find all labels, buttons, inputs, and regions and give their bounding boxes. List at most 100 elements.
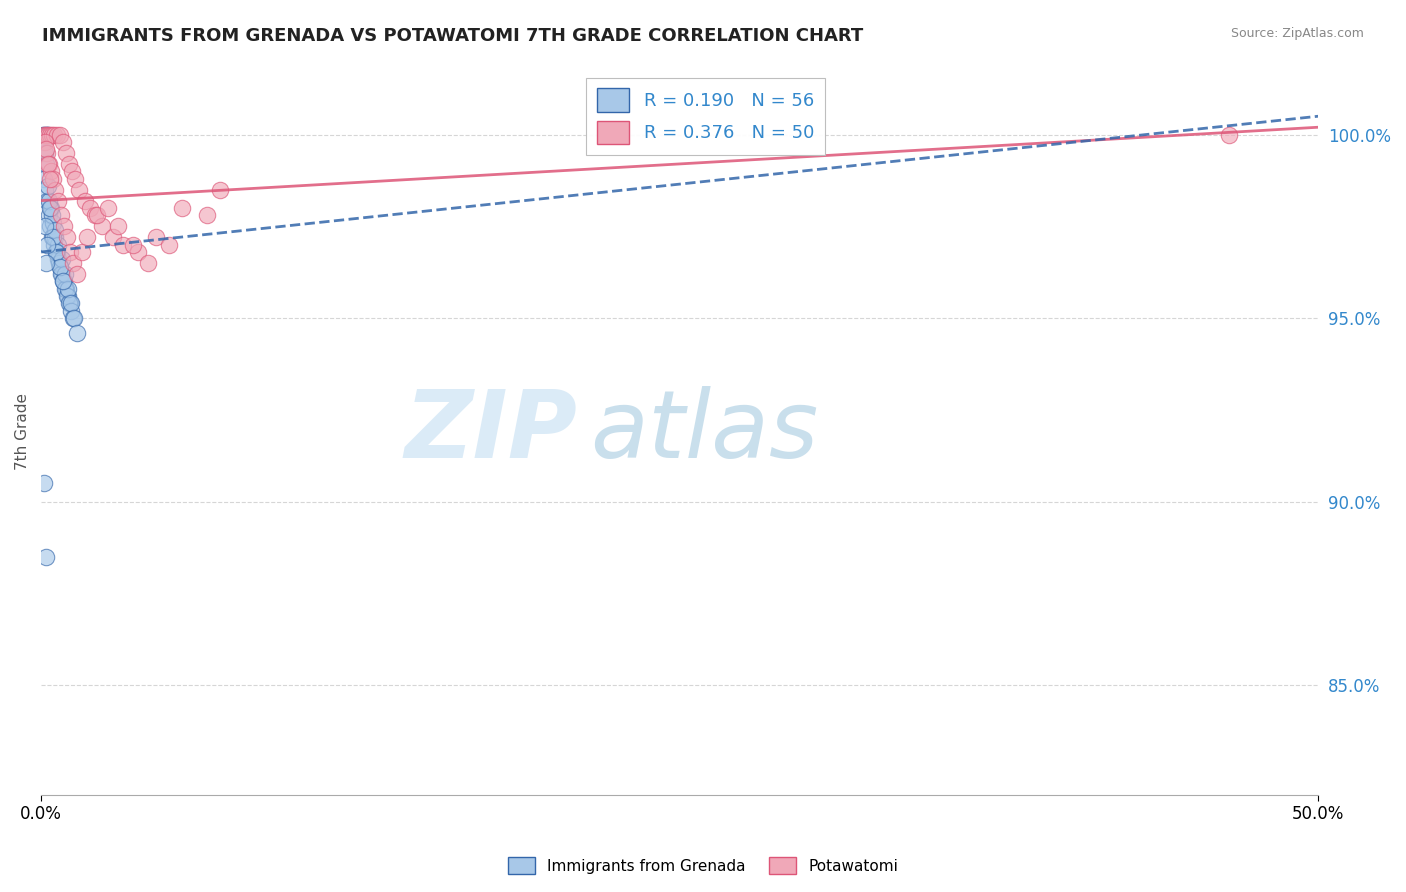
Point — [195, 208, 218, 222]
Point — [32, 128, 55, 142]
Point — [39, 171, 62, 186]
Point — [35, 145, 58, 160]
Point — [67, 183, 90, 197]
Point — [55, 145, 77, 160]
Point — [65, 171, 87, 186]
Point — [38, 157, 60, 171]
Point — [83, 208, 105, 222]
Point — [91, 219, 114, 234]
Point — [56, 230, 79, 244]
Point — [37, 178, 59, 193]
Point — [56, 289, 79, 303]
Point — [44, 183, 66, 197]
Point — [107, 219, 129, 234]
Point — [38, 201, 60, 215]
Point — [34, 219, 56, 234]
Point — [41, 128, 63, 142]
Point — [59, 296, 82, 310]
Point — [52, 274, 75, 288]
Point — [56, 289, 79, 303]
Point — [55, 282, 77, 296]
Point — [59, 296, 82, 310]
Point — [76, 230, 98, 244]
Point — [44, 223, 66, 237]
Point — [52, 274, 75, 288]
Point — [46, 245, 69, 260]
Text: IMMIGRANTS FROM GRENADA VS POTAWATOMI 7TH GRADE CORRELATION CHART: IMMIGRANTS FROM GRENADA VS POTAWATOMI 7T… — [42, 27, 863, 45]
Text: Source: ZipAtlas.com: Source: ZipAtlas.com — [1230, 27, 1364, 40]
Point — [42, 128, 65, 142]
Legend: R = 0.190   N = 56, R = 0.376   N = 50: R = 0.190 N = 56, R = 0.376 N = 50 — [586, 78, 825, 154]
Point — [32, 476, 55, 491]
Point — [34, 183, 56, 197]
Point — [37, 194, 59, 208]
Point — [138, 256, 160, 270]
Point — [56, 282, 79, 296]
Point — [38, 208, 60, 222]
Point — [32, 135, 55, 149]
Point — [42, 171, 65, 186]
Point — [46, 194, 69, 208]
Point — [35, 128, 58, 142]
Point — [111, 237, 134, 252]
Point — [53, 274, 76, 288]
Point — [35, 549, 58, 564]
Point — [122, 237, 145, 252]
Point — [49, 128, 72, 142]
Point — [38, 194, 60, 208]
Point — [53, 267, 76, 281]
Point — [101, 230, 124, 244]
Point — [51, 267, 73, 281]
Point — [37, 128, 59, 142]
Point — [42, 237, 65, 252]
Point — [59, 245, 82, 260]
Y-axis label: 7th Grade: 7th Grade — [15, 393, 30, 470]
Point — [60, 164, 83, 178]
Text: ZIP: ZIP — [405, 386, 578, 478]
Point — [39, 201, 62, 215]
Point — [45, 245, 67, 260]
Point — [53, 282, 76, 296]
Point — [37, 157, 59, 171]
Point — [49, 208, 72, 222]
Point — [62, 311, 84, 326]
Point — [46, 252, 69, 267]
Text: atlas: atlas — [591, 386, 818, 477]
Point — [32, 171, 55, 186]
Point — [62, 311, 84, 326]
Point — [1218, 128, 1240, 142]
Point — [62, 256, 84, 270]
Point — [48, 256, 70, 270]
Point — [157, 237, 180, 252]
Point — [58, 296, 80, 310]
Point — [73, 194, 96, 208]
Point — [70, 245, 93, 260]
Point — [58, 157, 80, 171]
Point — [32, 128, 55, 142]
Point — [52, 135, 75, 149]
Point — [45, 245, 67, 260]
Point — [34, 145, 56, 160]
Point — [35, 157, 58, 171]
Point — [42, 230, 65, 244]
Point — [32, 128, 55, 142]
Point — [44, 230, 66, 244]
Point — [39, 164, 62, 178]
Point — [38, 128, 60, 142]
Point — [145, 230, 167, 244]
Point — [127, 245, 149, 260]
Point — [42, 216, 65, 230]
Point — [35, 142, 58, 156]
Point — [51, 252, 73, 267]
Point — [208, 183, 231, 197]
Point — [96, 201, 118, 215]
Point — [35, 237, 58, 252]
Point — [35, 128, 58, 142]
Point — [39, 219, 62, 234]
Point — [46, 128, 69, 142]
Point — [48, 260, 70, 274]
Point — [35, 128, 58, 142]
Point — [53, 219, 76, 234]
Point — [60, 303, 83, 318]
Point — [41, 230, 63, 244]
